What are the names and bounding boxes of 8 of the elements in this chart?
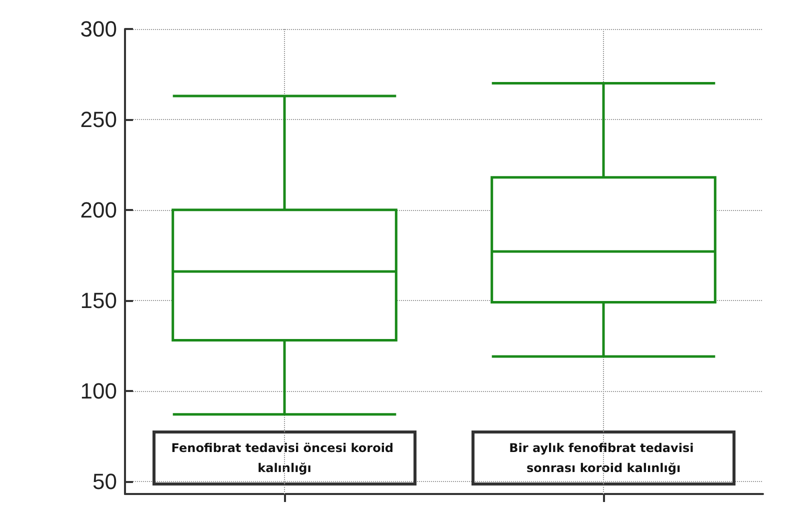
y-tick-label: 200 [80, 197, 117, 222]
y-tick-label: 100 [80, 378, 117, 404]
y-tick-label: 300 [80, 16, 117, 42]
x-tick-label: Fenofibrat tedavisi öncesi koroid kalınlığı [171, 441, 398, 475]
y-tick-label: 150 [80, 288, 117, 313]
y-tick-label: 250 [80, 106, 117, 132]
x-tick-label: Bir aylık fenofibrat tedavisi sonrası koroid kalınlığı [509, 441, 698, 475]
y-tick-label: 50 [92, 468, 117, 494]
